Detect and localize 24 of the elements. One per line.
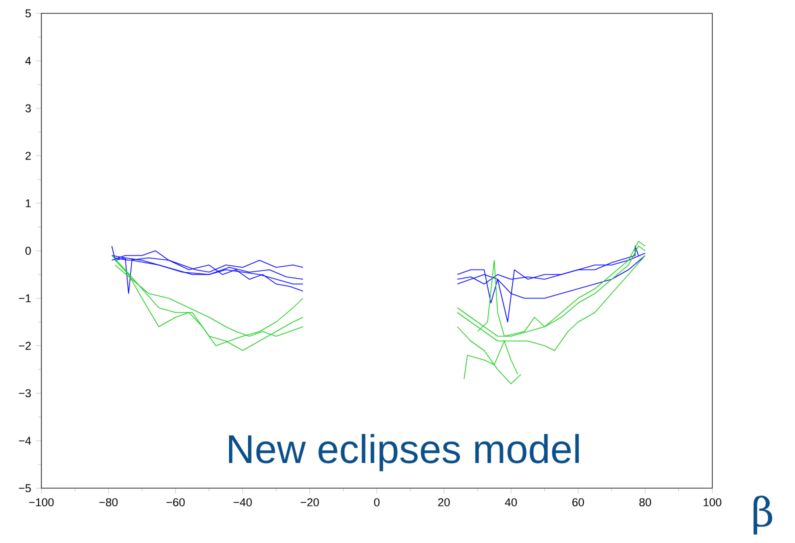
x-tick-label: −60	[166, 498, 185, 506]
y-tick-label: 1	[26, 199, 31, 208]
y-tick-label: 4	[25, 56, 31, 65]
y-tick-label: 3	[25, 104, 31, 112]
x-tick-label: −100	[29, 498, 54, 506]
x-tick-label: 20	[438, 498, 450, 506]
x-tick-label: 0	[374, 498, 380, 506]
y-tick-label: −2	[18, 342, 31, 350]
y-tick-label: 2	[26, 152, 31, 160]
x-axis-title: β	[754, 496, 772, 535]
x-tick-label: 40	[504, 498, 517, 506]
x-tick-label: 80	[639, 498, 652, 506]
x-tick-label: −20	[300, 498, 319, 506]
annotation: New eclipses model	[229, 434, 579, 472]
x-tick-label: −40	[234, 498, 252, 506]
y-tick-label: −3	[18, 389, 31, 398]
y-tick-label: −5	[18, 484, 31, 492]
x-tick-label: −80	[99, 498, 118, 506]
y-tick-label: 5	[25, 9, 31, 18]
y-tick-label: 0	[25, 246, 31, 255]
x-tick-label: 60	[572, 498, 584, 506]
y-tick-label: −1	[18, 294, 31, 302]
x-tick-label: 100	[704, 498, 722, 506]
y-tick-label: −4	[18, 436, 31, 445]
